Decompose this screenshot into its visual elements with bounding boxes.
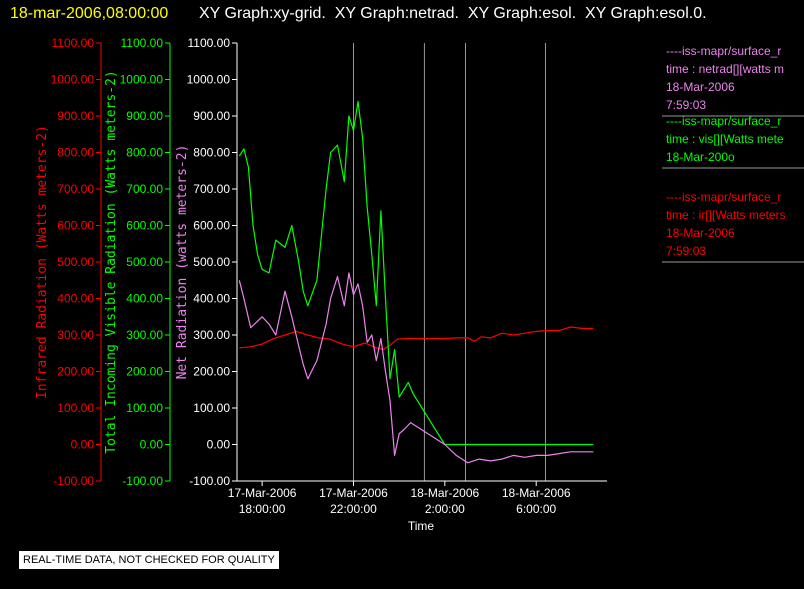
x-tick-label: 18-Mar-2006 — [502, 486, 571, 500]
visible-tick-label: 0.00 — [140, 438, 164, 452]
visible-axis: 1100.00 1000.00 900.00 800.00 700.00 600.00 50… — [120, 36, 171, 488]
net-tick-label: -100.00 — [189, 474, 230, 488]
series-line — [238, 272, 594, 464]
legend-entry-text: 7:59:03 — [666, 244, 706, 258]
net-tick-label: 500.00 — [193, 255, 230, 269]
time-axis: 17-Mar-2006 18:00:00 17-Mar-2006 22:00:00 18… — [228, 480, 607, 516]
infrared-tick-label: 500.00 — [57, 255, 94, 269]
infrared-tick-label: 0.00 — [71, 438, 95, 452]
infrared-tick-label: 800.00 — [57, 146, 94, 160]
title-timestamp: 18-mar-2006,08:00:00 — [10, 5, 168, 22]
x-tick-label: 17-Mar-2006 — [319, 486, 388, 500]
net-radiation-axis-label: Net Radiation (watts meters-2) — [175, 145, 190, 380]
infrared-tick-label: -100.00 — [53, 474, 94, 488]
series-line — [238, 100, 594, 446]
visible-tick-label: 1000.00 — [120, 73, 164, 87]
legend-entry-text: ----iss-mapr/surface_r — [666, 190, 781, 204]
x-axis-label: Time — [408, 519, 435, 533]
visible-tick-label: 100.00 — [126, 401, 163, 415]
series-line — [239, 326, 594, 351]
net-tick-label: 200.00 — [193, 365, 230, 379]
infrared-tick-label: 100.00 — [57, 401, 94, 415]
legend-entry-text: 18-Mar-2006 — [666, 226, 735, 240]
x-tick-label: 18-Mar-2006 — [410, 486, 479, 500]
net-tick-label: 1100.00 — [188, 36, 231, 50]
x-tick-label: 18:00:00 — [239, 502, 286, 516]
legend-entry-text: time : vis[][Watts mete — [666, 132, 784, 146]
x-tick-label: 17-Mar-2006 — [228, 486, 297, 500]
visible-tick-label: 900.00 — [126, 109, 163, 123]
legend-entry-text: 7:59:03 — [666, 98, 706, 112]
net-tick-label: 900.00 — [193, 109, 230, 123]
net-tick-label: 700.00 — [193, 182, 230, 196]
legend-entry-text: time : ir[][Watts meters — [666, 208, 786, 222]
net-tick-label: 300.00 — [193, 328, 230, 342]
legend-entry-text: 18-Mar-2006 — [666, 80, 735, 94]
visible-tick-label: 400.00 — [126, 292, 163, 306]
visible-tick-label: 800.00 — [126, 146, 163, 160]
visible-tick-label: 300.00 — [126, 328, 163, 342]
plot-grid — [353, 43, 546, 481]
net-tick-label: 400.00 — [193, 292, 230, 306]
visible-tick-label: 500.00 — [126, 255, 163, 269]
net-tick-label: 1000.00 — [187, 73, 231, 87]
visible-tick-label: -100.00 — [122, 474, 163, 488]
legend-entry-text: time : netrad[][watts m — [666, 62, 784, 76]
infrared-tick-label: 900.00 — [57, 109, 94, 123]
net-radiation-axis: 1100.00 1000.00 900.00 800.00 700.00 600.00 50… — [187, 36, 238, 488]
infrared-tick-label: 1000.00 — [51, 73, 95, 87]
series-layer — [238, 100, 594, 464]
visible-tick-label: 600.00 — [126, 219, 163, 233]
net-tick-label: 600.00 — [193, 219, 230, 233]
infrared-tick-label: 400.00 — [57, 292, 94, 306]
infrared-tick-label: 300.00 — [57, 328, 94, 342]
legend-entry-text: ----iss-mapr/surface_r — [666, 114, 781, 128]
x-tick-label: 6:00:00 — [516, 502, 556, 516]
infrared-axis: 1100.00 1000.00 900.00 800.00 700.00 600.00 50… — [51, 36, 102, 488]
visible-tick-label: 700.00 — [126, 182, 163, 196]
net-tick-label: 100.00 — [193, 401, 230, 415]
infrared-axis-label: Infrared Radiation (Watts meters-2) — [35, 125, 50, 399]
quality-note: REAL-TIME DATA, NOT CHECKED FOR QUALITY — [19, 551, 279, 569]
net-tick-label: 800.00 — [193, 146, 230, 160]
visible-tick-label: 1100.00 — [121, 36, 164, 50]
title-graph-list: XY Graph:xy-grid. XY Graph:netrad. XY Gr… — [199, 5, 707, 22]
net-tick-label: 0.00 — [207, 438, 231, 452]
infrared-tick-label: 1100.00 — [52, 36, 95, 50]
infrared-tick-label: 200.00 — [57, 365, 94, 379]
infrared-tick-label: 700.00 — [57, 182, 94, 196]
infrared-tick-label: 600.00 — [57, 219, 94, 233]
visible-tick-label: 200.00 — [126, 365, 163, 379]
visible-axis-label: Total Incoming Visible Radiation (Watts … — [104, 70, 119, 454]
x-tick-label: 22:00:00 — [330, 502, 377, 516]
legend-entry-text: 18-Mar-200o — [666, 150, 735, 164]
x-tick-label: 2:00:00 — [425, 502, 465, 516]
legend-entry-text: ----iss-mapr/surface_r — [666, 44, 781, 58]
